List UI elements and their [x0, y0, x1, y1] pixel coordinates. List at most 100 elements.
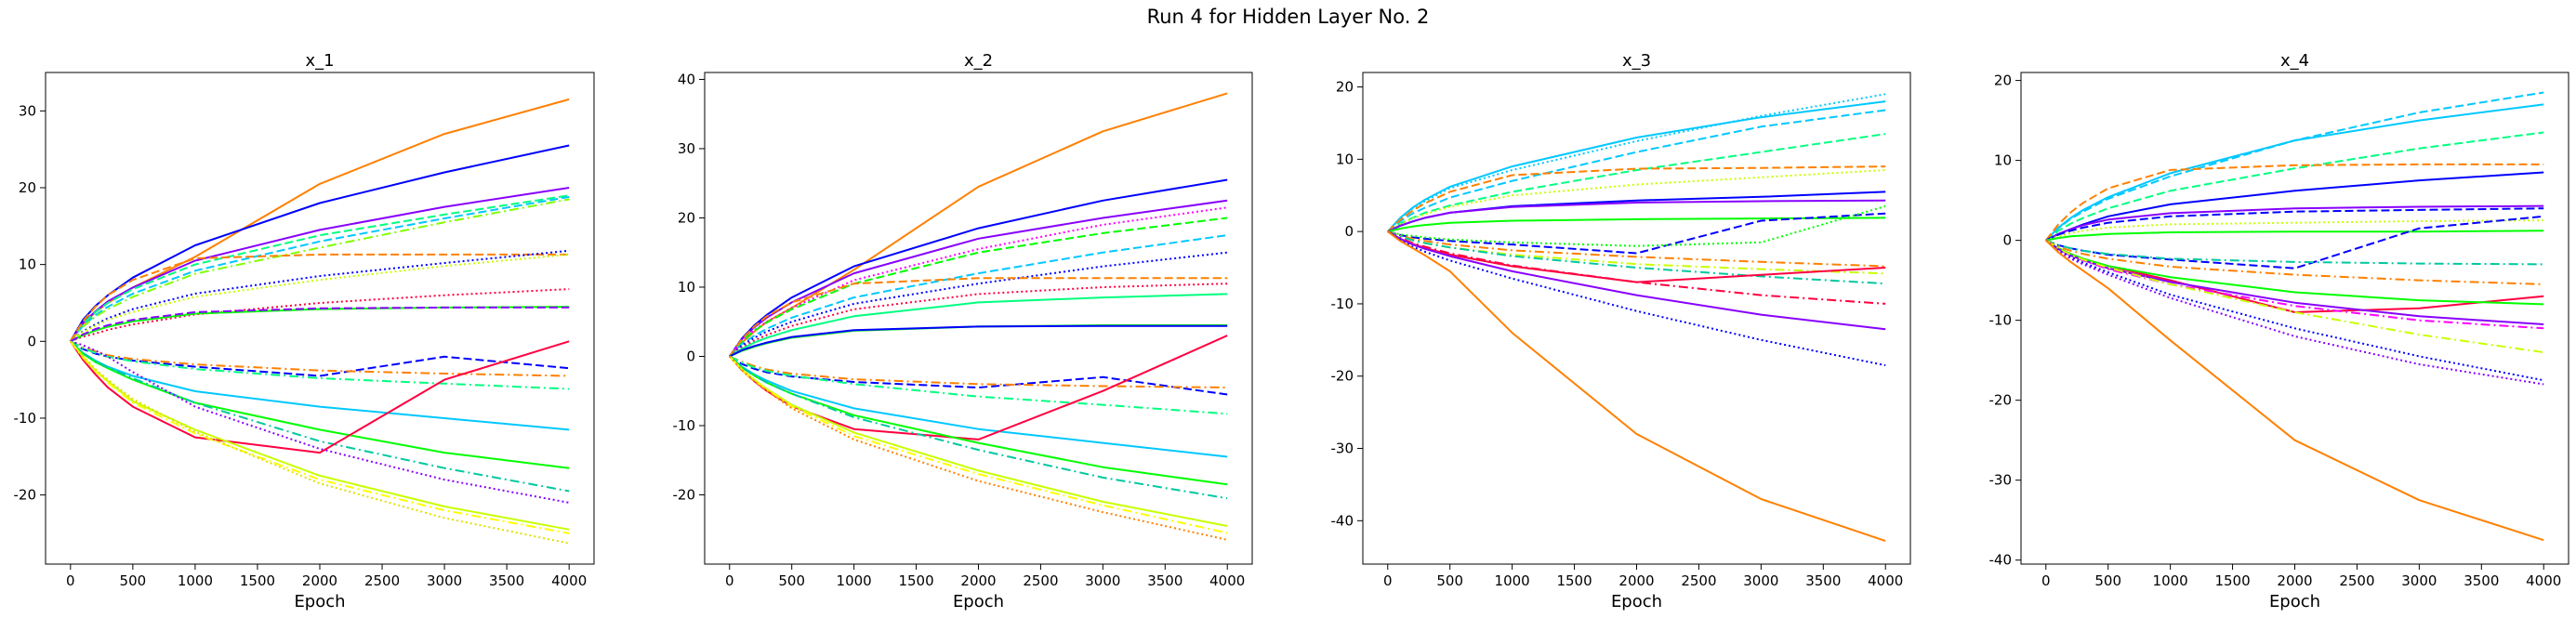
x-tick-label: 3500 — [2464, 572, 2499, 589]
y-tick-label: 0 — [686, 348, 695, 364]
y-tick-label: -20 — [14, 487, 37, 504]
series-line-19 — [1387, 230, 1886, 543]
series-line-19 — [70, 340, 570, 504]
x-tick-label: 500 — [1436, 572, 1463, 589]
y-tick-label: 20 — [1994, 72, 2012, 89]
series-line-8 — [1387, 199, 1886, 233]
series-line-21 — [729, 355, 1228, 534]
subplot-title: x_3 — [1622, 51, 1651, 71]
series-line-5 — [729, 217, 1228, 358]
subplot-title: x_4 — [2280, 51, 2309, 71]
series-line-6 — [70, 198, 570, 342]
subplot-1: 0 500 1000 1500 2000 2500 3000 3500 4000 -20 -10 0 1… — [14, 51, 595, 611]
series-line-6 — [1387, 169, 1886, 232]
x-tick-label: 2500 — [1023, 572, 1058, 589]
x-tick-label: 4000 — [551, 572, 587, 589]
x-tick-label: 2500 — [1681, 572, 1716, 589]
x-tick-label: 1500 — [2214, 572, 2250, 589]
x-axis-label: Epoch — [1611, 592, 1662, 611]
series-line-7 — [69, 253, 570, 342]
x-tick-label: 2000 — [2277, 572, 2312, 589]
y-tick-label: -10 — [14, 410, 37, 427]
y-tick-label: -40 — [1989, 552, 2013, 569]
series-line-9 — [729, 283, 1228, 358]
series-line-1 — [2045, 91, 2544, 242]
series-line-1 — [69, 98, 570, 342]
x-tick-label: 3000 — [427, 572, 462, 589]
x-tick-label: 1000 — [2153, 572, 2188, 589]
series-line-10 — [729, 293, 1228, 358]
x-tick-label: 4000 — [2526, 572, 2561, 589]
series-line-4 — [2045, 163, 2544, 242]
plot-frame — [1362, 72, 1911, 565]
series-line-2 — [1387, 100, 1886, 232]
series-line-16 — [2045, 239, 2544, 330]
series-line-20 — [2045, 239, 2544, 542]
plot-frame — [2020, 72, 2569, 565]
series-line-12 — [1387, 230, 1886, 268]
x-tick-label: 3000 — [1085, 572, 1120, 589]
x-tick-label: 1500 — [240, 572, 275, 589]
series-line-9 — [2045, 230, 2544, 242]
series-line-17 — [2045, 239, 2544, 354]
x-tick-label: 500 — [778, 572, 805, 589]
series-line-23 — [70, 340, 570, 545]
series-line-4 — [69, 194, 570, 342]
series-line-5 — [1387, 165, 1886, 232]
series-line-15 — [70, 340, 570, 390]
series-line-19 — [2045, 239, 2544, 386]
figure-title: Run 4 for Hidden Layer No. 2 — [1146, 6, 1430, 28]
y-tick-label: 30 — [19, 102, 36, 119]
series-line-14 — [1387, 230, 1886, 285]
y-tick-label: 0 — [27, 333, 36, 349]
x-tick-label: 1000 — [178, 572, 213, 589]
series-line-1 — [729, 92, 1228, 358]
series-group — [2045, 91, 2544, 542]
y-tick-label: 10 — [678, 279, 695, 296]
y-tick-label: -30 — [1989, 472, 2013, 489]
series-line-2 — [728, 178, 1228, 358]
y-tick-label: -20 — [673, 486, 696, 503]
series-line-2 — [69, 144, 570, 342]
series-line-12 — [70, 306, 570, 343]
y-tick-label: -40 — [1331, 512, 1354, 529]
series-line-18 — [70, 340, 570, 493]
series-line-11 — [729, 324, 1228, 358]
series-line-20 — [729, 355, 1228, 527]
subplot-title: x_2 — [964, 51, 993, 71]
x-tick-label: 1500 — [898, 572, 933, 589]
series-group — [1387, 93, 1886, 543]
x-tick-label: 3500 — [1805, 572, 1841, 589]
y-tick-label: 10 — [1336, 151, 1354, 167]
series-line-21 — [70, 340, 570, 531]
x-tick-label: 500 — [2094, 572, 2121, 589]
x-tick-label: 2500 — [364, 572, 400, 589]
series-line-11 — [70, 306, 570, 343]
y-tick-label: 20 — [19, 179, 36, 196]
y-tick-label: 40 — [678, 71, 695, 87]
y-tick-label: -20 — [1331, 368, 1354, 385]
y-tick-label: 20 — [678, 209, 695, 226]
y-tick-label: 0 — [1344, 223, 1354, 240]
x-tick-label: 0 — [2041, 572, 2051, 589]
x-axis-label: Epoch — [953, 592, 1004, 611]
series-line-18 — [2045, 239, 2544, 382]
series-line-22 — [70, 340, 570, 534]
x-tick-label: 3000 — [2401, 572, 2437, 589]
series-line-22 — [729, 355, 1228, 541]
series-line-3 — [2045, 131, 2544, 242]
x-tick-label: 2000 — [960, 572, 996, 589]
x-tick-label: 0 — [725, 572, 734, 589]
y-tick-label: 30 — [678, 140, 695, 157]
x-tick-label: 0 — [66, 572, 75, 589]
x-tick-label: 3000 — [1743, 572, 1778, 589]
series-line-12 — [2045, 239, 2544, 285]
series-line-13 — [70, 340, 570, 377]
y-tick-label: -10 — [673, 417, 696, 434]
plot-frame — [704, 72, 1253, 565]
series-line-8 — [70, 249, 570, 343]
x-tick-label: 2000 — [1618, 572, 1654, 589]
series-line-2 — [2045, 103, 2544, 242]
y-tick-label: -10 — [1989, 312, 2013, 329]
x-tick-label: 500 — [120, 572, 147, 589]
